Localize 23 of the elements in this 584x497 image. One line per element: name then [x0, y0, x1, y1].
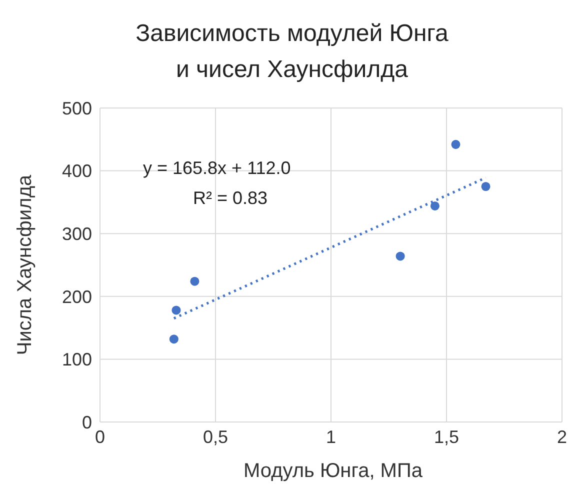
x-tick-label: 0,5	[202, 426, 228, 447]
x-tick-label: 0	[94, 426, 106, 447]
y-tick-label: 300	[62, 224, 92, 244]
point	[396, 252, 405, 261]
point	[169, 334, 178, 344]
point	[481, 182, 490, 192]
x-tick-label: 2	[556, 426, 568, 447]
y-tick-label: 400	[62, 161, 92, 182]
y-tick-label: 100	[62, 350, 92, 370]
point	[190, 276, 200, 286]
x-axis-title: Модуль Юнга, МПа	[242, 460, 424, 483]
x-tick-label: 1,5	[434, 426, 460, 447]
annotation: R² = 0.83	[193, 188, 268, 209]
point	[172, 306, 181, 315]
y-axis-title: Числа Хаунсфилда	[14, 174, 36, 356]
y-tick-label: 500	[62, 98, 92, 118]
point	[430, 201, 440, 210]
x-tick-label: 1	[326, 426, 336, 447]
y-tick-label: 200	[62, 286, 92, 307]
point	[451, 140, 460, 149]
chart-title: Зависимость модулей Юнга и чисел Хаунсфилда	[134, 19, 450, 85]
y-tick-label: 0	[82, 412, 92, 432]
annotation: y = 165.8x + 112.0	[143, 158, 291, 179]
